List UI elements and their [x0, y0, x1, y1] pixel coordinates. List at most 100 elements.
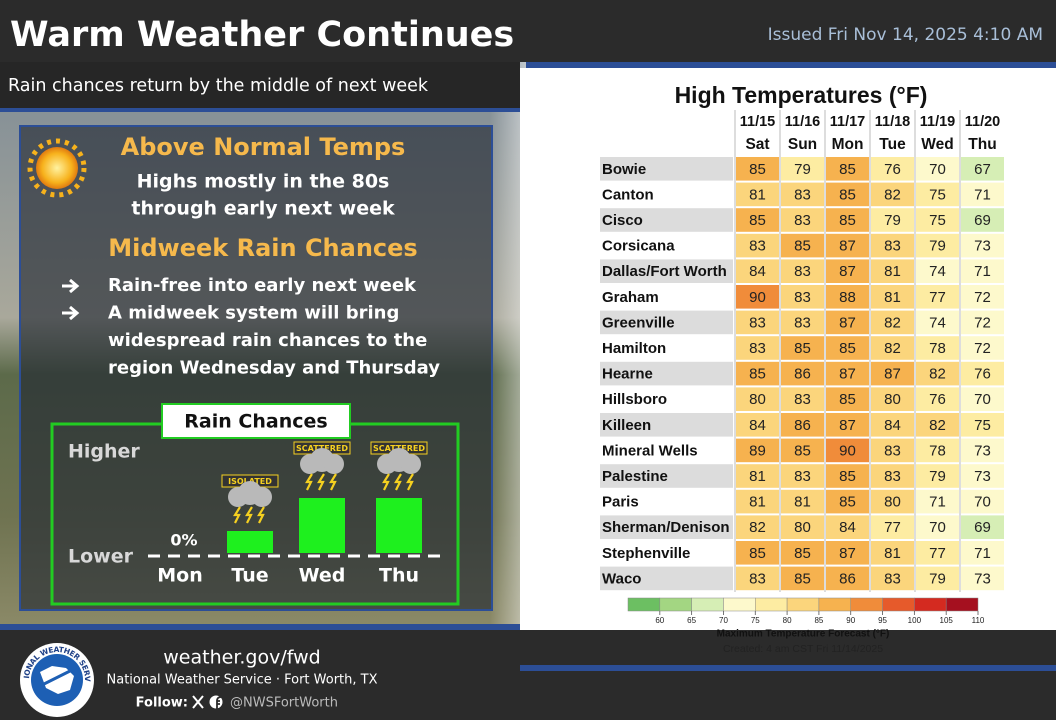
temp-value: 85 [749, 366, 766, 383]
temp-cell [826, 157, 869, 181]
temp-cell [916, 464, 959, 488]
temp-cell [916, 515, 959, 539]
temp-cell [736, 361, 779, 386]
temp-cell [826, 361, 869, 386]
temp-value: 81 [749, 494, 766, 511]
lightning [305, 473, 313, 491]
x-tick-label: Mon [157, 565, 203, 587]
temps-heading: Above Normal Temps [121, 133, 406, 161]
temp-value: 83 [794, 468, 811, 485]
colorbar-tick-label: 95 [878, 616, 887, 625]
temp-value: 82 [929, 366, 946, 383]
temp-cell [871, 566, 914, 591]
temp-value: 88 [839, 289, 856, 306]
temp-cell [961, 336, 1004, 360]
temp-cell [826, 489, 869, 514]
row-name: Killeen [602, 417, 651, 434]
lower-label: Lower [68, 546, 134, 568]
bullet-line: Rain-free into early next week [108, 275, 417, 296]
row-name-bg [600, 438, 733, 463]
date-header: 11/17 [830, 114, 866, 130]
row-name: Hillsboro [602, 391, 667, 408]
temp-value: 84 [749, 417, 766, 434]
colorbar-tick-label: 85 [814, 616, 823, 625]
temp-value: 73 [974, 468, 991, 485]
row-name: Bowie [602, 161, 646, 178]
temp-value: 85 [839, 340, 856, 357]
row-name-bg [600, 233, 733, 258]
temp-cell [781, 413, 824, 437]
row-name: Stephenville [602, 545, 690, 562]
temp-value: 73 [974, 442, 991, 459]
temp-value: 75 [974, 417, 991, 434]
temp-value: 83 [794, 186, 811, 203]
row-name: Canton [602, 186, 654, 203]
temp-cell [871, 361, 914, 386]
temp-value: 83 [749, 314, 766, 331]
temp-value: 76 [974, 366, 991, 383]
accent [0, 624, 520, 630]
colorbar-tick-label: 80 [783, 616, 792, 625]
temp-value: 86 [794, 366, 811, 383]
temp-cell [826, 387, 869, 411]
row-name: Graham [602, 289, 659, 306]
row-name-bg [600, 515, 733, 539]
temp-cell [781, 233, 824, 258]
temp-cell [871, 259, 914, 283]
temp-value: 87 [839, 314, 856, 331]
temp-value: 83 [884, 442, 901, 459]
temp-value: 85 [794, 545, 811, 562]
row-name-bg [600, 208, 733, 232]
temp-cell [736, 233, 779, 258]
temp-cell [916, 489, 959, 514]
temp-cell [961, 566, 1004, 591]
temp-cell [781, 566, 824, 591]
temp-value: 79 [794, 161, 811, 178]
day-header: Wed [921, 136, 953, 153]
temp-value: 75 [929, 212, 946, 229]
subtitle: Rain chances return by the middle of nex… [8, 76, 429, 96]
temp-value: 83 [749, 340, 766, 357]
lightning [245, 506, 253, 524]
temp-cell [736, 413, 779, 437]
temp-cell [916, 259, 959, 283]
temp-cell [781, 208, 824, 232]
temp-cell [781, 515, 824, 539]
temp-value: 67 [974, 161, 991, 178]
temp-cell [871, 285, 914, 309]
temp-value: 71 [974, 545, 991, 562]
row-name: Hearne [602, 366, 653, 383]
temps-line: Highs mostly in the 80s [137, 171, 390, 193]
temp-cell [916, 233, 959, 258]
temp-value: 83 [884, 468, 901, 485]
colorbar-swatch [882, 597, 915, 612]
handle: @NWSFortWorth [230, 696, 338, 711]
value-label: 0% [170, 531, 197, 550]
colorbar-tick-label: 105 [940, 616, 954, 625]
temp-cell [871, 413, 914, 437]
temp-value: 87 [884, 366, 901, 383]
temp-cell [736, 310, 779, 335]
temp-value: 71 [929, 494, 946, 511]
temp-cell [961, 259, 1004, 283]
temp-value: 90 [749, 289, 766, 306]
temp-value: 70 [929, 519, 946, 536]
colorbar-swatch [914, 597, 947, 612]
temp-cell [781, 438, 824, 463]
temp-cell [736, 515, 779, 539]
temp-cell [781, 541, 824, 565]
temp-value: 81 [884, 289, 901, 306]
table-title: High Temperatures (°F) [675, 82, 928, 108]
row-name-bg [600, 541, 733, 565]
row-name-bg [600, 413, 733, 437]
temp-cell [781, 387, 824, 411]
temp-cell [916, 182, 959, 207]
temp-value: 83 [794, 289, 811, 306]
temp-cell [961, 208, 1004, 232]
temp-value: 85 [839, 494, 856, 511]
lightning [257, 506, 265, 524]
bullet-arrow [62, 278, 80, 294]
temp-value: 80 [794, 519, 811, 536]
temp-cell [961, 515, 1004, 539]
temp-cell [826, 310, 869, 335]
